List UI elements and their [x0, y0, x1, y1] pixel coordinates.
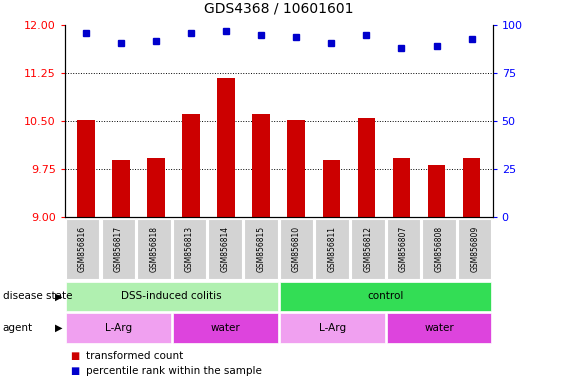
Bar — [217, 78, 235, 217]
Text: GDS4368 / 10601601: GDS4368 / 10601601 — [204, 2, 354, 16]
Text: disease state: disease state — [3, 291, 72, 301]
Text: water: water — [425, 323, 454, 333]
Text: GSM856809: GSM856809 — [470, 226, 479, 272]
Bar — [463, 158, 480, 217]
Bar — [428, 165, 445, 217]
Text: water: water — [211, 323, 240, 333]
Text: GSM856813: GSM856813 — [185, 226, 194, 272]
Text: GSM856808: GSM856808 — [435, 226, 444, 272]
Text: GSM856816: GSM856816 — [78, 226, 87, 272]
Text: GSM856811: GSM856811 — [328, 226, 337, 272]
Bar — [288, 120, 305, 217]
Text: ▶: ▶ — [55, 291, 62, 301]
Text: GSM856814: GSM856814 — [221, 226, 230, 272]
Text: ■: ■ — [70, 366, 79, 376]
Text: L-Arg: L-Arg — [319, 323, 346, 333]
Text: GSM856810: GSM856810 — [292, 226, 301, 272]
Bar — [392, 159, 410, 217]
Text: transformed count: transformed count — [86, 351, 184, 361]
Text: GSM856817: GSM856817 — [114, 226, 123, 272]
Text: GSM856818: GSM856818 — [149, 226, 158, 272]
Text: control: control — [368, 291, 404, 301]
Text: L-Arg: L-Arg — [105, 323, 132, 333]
Text: GSM856812: GSM856812 — [363, 226, 372, 272]
Bar — [147, 159, 165, 217]
Bar — [323, 160, 340, 217]
Bar — [252, 114, 270, 217]
Text: agent: agent — [3, 323, 33, 333]
Bar — [182, 114, 200, 217]
Bar — [358, 118, 375, 217]
Bar — [77, 120, 95, 217]
Text: GSM856815: GSM856815 — [256, 226, 265, 272]
Text: ■: ■ — [70, 351, 79, 361]
Text: DSS-induced colitis: DSS-induced colitis — [122, 291, 222, 301]
Bar — [112, 160, 129, 217]
Text: GSM856807: GSM856807 — [399, 226, 408, 272]
Text: percentile rank within the sample: percentile rank within the sample — [86, 366, 262, 376]
Text: ▶: ▶ — [55, 323, 62, 333]
